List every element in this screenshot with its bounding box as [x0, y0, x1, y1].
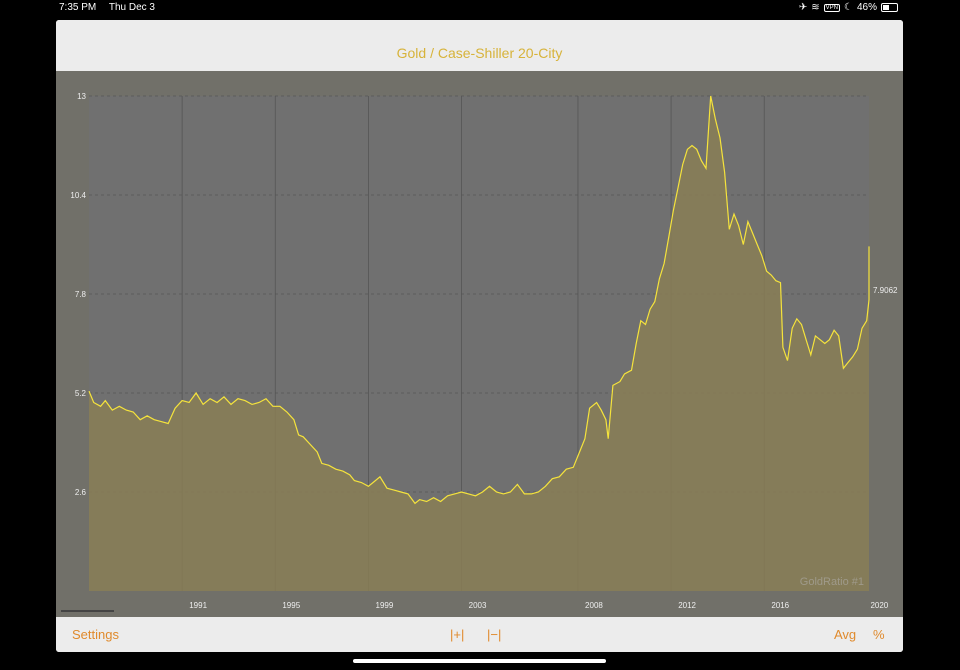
y-tick-label: 5.2	[75, 389, 87, 398]
x-tick-label: 1995	[282, 601, 300, 610]
status-bar: 7:35 PM Thu Dec 3 ✈ ≋ VPN ☾ 46%	[0, 0, 960, 16]
vpn-badge: VPN	[823, 3, 841, 12]
bottom-toolbar: Settings |+| |−| Avg %	[56, 617, 903, 652]
status-right: ✈ ≋ VPN ☾ 46%	[799, 2, 898, 13]
series-line	[88, 95, 870, 505]
x-tick-label: 2016	[771, 601, 789, 610]
y-tick-label: 2.6	[75, 488, 87, 497]
home-indicator[interactable]	[353, 659, 606, 663]
chart-area[interactable]: 2.6 5.2 7.8 10.4 13 1991 1995 1999 2003 2008 2012 2…	[56, 71, 903, 617]
x-tick-label: 2020	[870, 601, 888, 610]
status-left: 7:35 PM Thu Dec 3	[59, 2, 165, 13]
y-tick-label: 13	[77, 92, 86, 101]
status-time: 7:35 PM	[59, 2, 97, 13]
average-button[interactable]: Avg	[834, 627, 857, 642]
zoom-out-button[interactable]: |−|	[487, 627, 502, 642]
title-bar: Gold / Case-Shiller 20-City	[56, 20, 903, 71]
x-tick-label: 1991	[189, 601, 207, 610]
current-value-label: 7.9062	[873, 286, 898, 295]
x-tick-label: 2008	[585, 601, 603, 610]
battery-percent: 46%	[856, 2, 877, 13]
zoom-in-button[interactable]: |+|	[450, 627, 465, 642]
status-date: Thu Dec 3	[108, 2, 155, 13]
watermark-label: GoldRatio #1	[800, 576, 864, 588]
chart-svg: 2.6 5.2 7.8 10.4 13 1991 1995 1999 2003 2008 2012 2…	[61, 92, 898, 612]
moon-icon: ☾	[844, 2, 853, 13]
area-fill	[89, 96, 869, 591]
wifi-icon: ≋	[811, 2, 820, 13]
x-tick-label: 2003	[469, 601, 487, 610]
y-tick-label: 7.8	[75, 290, 87, 299]
app-window: Gold / Case-Shiller 20-City 2.6 5.2 7.8 10.…	[56, 20, 903, 652]
airplane-icon: ✈	[798, 2, 808, 13]
percent-button[interactable]: %	[873, 627, 885, 642]
x-tick-label: 1999	[376, 601, 394, 610]
battery-fill	[883, 5, 889, 10]
settings-button[interactable]: Settings	[72, 627, 119, 642]
chart-title: Gold / Case-Shiller 20-City	[396, 45, 563, 61]
battery-icon	[881, 3, 898, 12]
x-tick-label: 2012	[678, 601, 696, 610]
y-tick-label: 10.4	[70, 191, 86, 200]
